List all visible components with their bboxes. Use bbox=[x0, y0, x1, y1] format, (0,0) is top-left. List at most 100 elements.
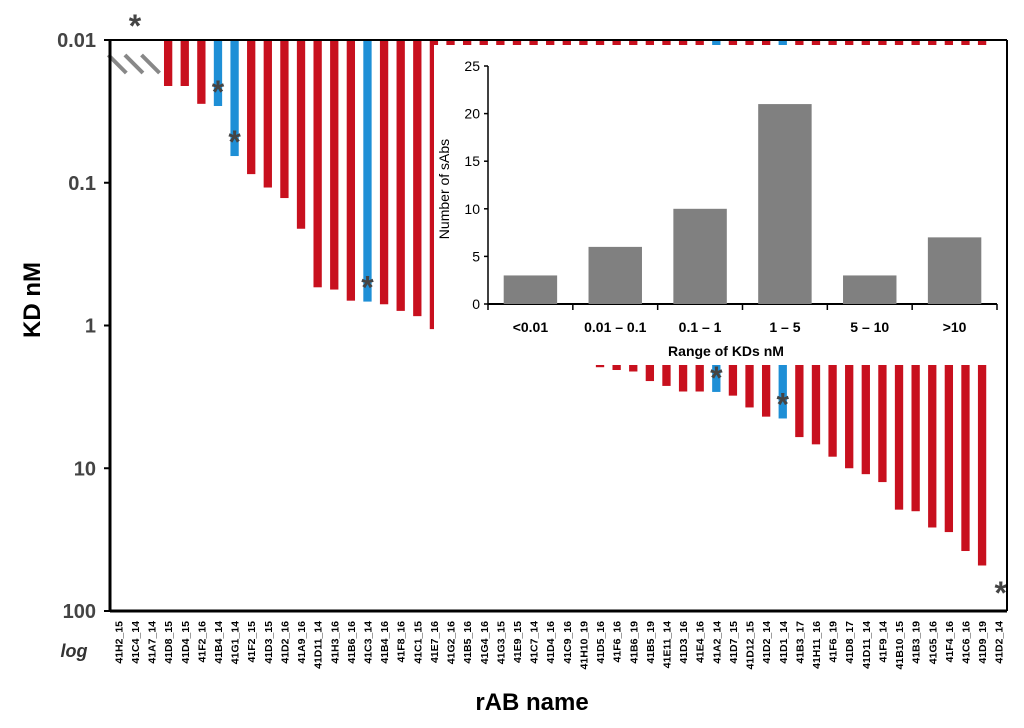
axis-break-mark bbox=[123, 53, 145, 75]
x-tick-label: 41D1_14 bbox=[778, 621, 790, 664]
axis-break-mark bbox=[140, 53, 161, 75]
significance-asterisk: * bbox=[212, 74, 225, 110]
y-tick-label: 0.1 bbox=[68, 173, 96, 195]
x-tick-label: 41F6_16 bbox=[612, 621, 624, 663]
bar-41f2_16 bbox=[197, 40, 206, 104]
bar-41g1_14 bbox=[230, 40, 239, 157]
inset-y-tick-label: 15 bbox=[464, 153, 480, 169]
inset-background bbox=[434, 45, 1004, 365]
y-tick-label: 10 bbox=[74, 458, 96, 480]
inset-x-tick-label: 5 – 10 bbox=[850, 319, 889, 335]
inset-y-tick-label: 10 bbox=[464, 201, 480, 217]
x-tick-label: 41G3_15 bbox=[495, 621, 507, 664]
significance-asterisk: * bbox=[777, 386, 790, 422]
inset-histogram: Number of sAbs Range of KDs nM 0 5 10 15 20 2… bbox=[434, 45, 1004, 365]
significance-asterisk: * bbox=[361, 270, 374, 306]
inset-x-tick-label: >10 bbox=[943, 319, 967, 335]
y-tick-label: 0.01 bbox=[57, 30, 96, 52]
bar-41f8_16 bbox=[396, 40, 405, 311]
inset-x-axis-label: Range of KDs nM bbox=[668, 343, 784, 359]
x-tick-label: 41B5_16 bbox=[462, 621, 474, 664]
x-tick-label: 41B4_16 bbox=[379, 621, 391, 664]
x-tick-label: 41A9_16 bbox=[296, 621, 308, 664]
bar-41b6_16 bbox=[346, 40, 356, 301]
x-tick-label: 41D2_16 bbox=[279, 621, 291, 664]
x-tick-label: 41F2_15 bbox=[246, 621, 258, 663]
x-tick-label: 41D8_15 bbox=[163, 621, 175, 664]
axis-scale-note: log bbox=[61, 641, 88, 661]
x-tick-label: 41D11_14 bbox=[861, 621, 873, 669]
x-tick-label: 41B5_19 bbox=[645, 621, 657, 664]
x-tick-label: 41D7_15 bbox=[728, 621, 740, 664]
x-tick-label: 41B6_16 bbox=[346, 621, 358, 664]
x-tick-label: 41C9_16 bbox=[562, 621, 574, 664]
x-axis-label: rAB name bbox=[475, 689, 588, 716]
bar-41e7_16 bbox=[429, 40, 439, 330]
x-tick-label: 41D12_15 bbox=[745, 621, 757, 670]
bar-41d8_15 bbox=[163, 40, 173, 86]
x-tick-label: 41D5_16 bbox=[595, 621, 607, 664]
bar-41b4_16 bbox=[379, 40, 389, 305]
x-tick-label: 41B10_15 bbox=[894, 621, 906, 670]
inset-bar bbox=[503, 275, 558, 304]
x-tick-label: 41G5_16 bbox=[927, 621, 939, 664]
inset-x-tick-label: 1 – 5 bbox=[769, 319, 800, 335]
bar-41c1_15 bbox=[413, 40, 422, 317]
x-tick-label: 41F2_16 bbox=[196, 621, 208, 663]
y-tick-label: 1 bbox=[85, 316, 96, 338]
x-tick-label: 41D3_15 bbox=[263, 621, 275, 664]
x-tick-label: 41D3_16 bbox=[678, 621, 690, 664]
x-tick-label: 41D2_14 bbox=[761, 621, 773, 664]
inset-bar bbox=[588, 246, 642, 304]
inset-bar bbox=[927, 237, 982, 304]
bar-41d11_14 bbox=[313, 40, 322, 288]
inset-bar bbox=[673, 208, 727, 304]
x-tick-label: 41B4_14 bbox=[213, 621, 225, 664]
x-tick-label: 41F9_14 bbox=[877, 621, 889, 663]
inset-y-axis-label: Number of sAbs bbox=[436, 139, 452, 239]
significance-asterisk: * bbox=[710, 360, 723, 396]
x-tick-label: 41D4_15 bbox=[180, 621, 192, 664]
x-tick-label: 41D9_19 bbox=[977, 621, 989, 664]
x-tick-label: 41H2_15 bbox=[113, 621, 125, 664]
inset-x-tick-label: 0.1 – 1 bbox=[679, 319, 722, 335]
significance-asterisk: * bbox=[129, 8, 142, 44]
x-tick-label: 41F8_16 bbox=[396, 621, 408, 663]
x-tick-label: 41F6_19 bbox=[828, 621, 840, 663]
main-axes-group: KD nM rAB name log 0.01 0.1 1 10 100 bbox=[19, 30, 1008, 716]
x-tick-label: 41H3_16 bbox=[329, 621, 341, 664]
x-tick-label: 41E11_14 bbox=[661, 621, 673, 668]
bar-41h3_16 bbox=[330, 40, 339, 290]
x-tick-label: 41H11_16 bbox=[811, 621, 823, 669]
x-tick-label: 41C4_14 bbox=[130, 621, 142, 664]
x-tick-label: 41F4_16 bbox=[944, 621, 956, 663]
inset-y-tick-label: 5 bbox=[472, 248, 480, 264]
x-tick-label: 41E7_16 bbox=[429, 621, 441, 663]
x-tick-label: 41E4_16 bbox=[695, 621, 707, 663]
x-tick-label: 41C7_14 bbox=[529, 621, 541, 664]
x-tick-label: 41D8_17 bbox=[844, 621, 856, 664]
bar-41a9_16 bbox=[296, 40, 306, 229]
inset-bar bbox=[843, 275, 897, 304]
significance-asterisk: * bbox=[994, 575, 1007, 611]
x-tick-label: 41B6_19 bbox=[628, 621, 640, 664]
bar-41d4_15 bbox=[180, 40, 189, 86]
x-tick-label: 41D11_14 bbox=[313, 621, 325, 669]
x-tick-label: 41B3_17 bbox=[794, 621, 806, 664]
y-tick-label: 100 bbox=[63, 601, 96, 623]
x-tick-label: 41G4_16 bbox=[479, 621, 491, 664]
bar-41d3_15 bbox=[263, 40, 272, 188]
significance-asterisk: * bbox=[228, 124, 241, 160]
x-tick-label: 41G2_16 bbox=[446, 621, 458, 664]
x-tick-label: 41D4_16 bbox=[545, 621, 557, 664]
x-tick-label: 41H10_19 bbox=[578, 621, 590, 670]
inset-bar bbox=[758, 104, 812, 304]
bar-41f2_15 bbox=[247, 40, 256, 175]
x-tick-label: 41D2_14 bbox=[994, 621, 1006, 664]
inset-y-tick-label: 25 bbox=[464, 58, 480, 74]
inset-x-tick-label: 0.01 – 0.1 bbox=[584, 319, 646, 335]
x-tick-label: 41A2_14 bbox=[711, 621, 723, 664]
y-axis-label: KD nM bbox=[19, 262, 46, 338]
